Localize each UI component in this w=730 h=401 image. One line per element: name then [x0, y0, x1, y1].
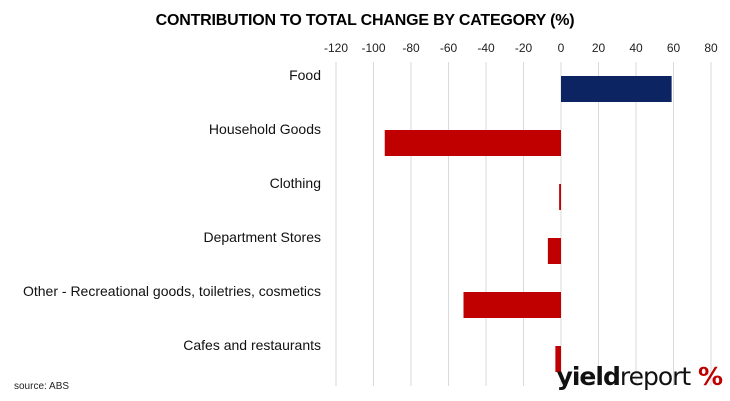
- yieldreport-logo: yieldreport %: [556, 362, 723, 391]
- bar: [384, 130, 561, 156]
- x-tick-label: -20: [515, 41, 533, 55]
- x-tick-label: 40: [629, 41, 643, 55]
- x-tick-label: 0: [558, 41, 565, 55]
- bar: [561, 76, 672, 102]
- category-label: Clothing: [270, 175, 321, 191]
- gridlines: [335, 62, 712, 386]
- x-tick-label: -80: [402, 41, 420, 55]
- logo-percent-symbol: %: [697, 362, 723, 391]
- bar: [559, 184, 561, 210]
- category-labels: Food Household Goods Clothing Department St…: [23, 67, 321, 353]
- source-label: source: ABS: [14, 381, 70, 392]
- category-label: Food: [289, 67, 321, 83]
- bar: [547, 238, 561, 264]
- x-axis-ticks: -120 -100 -80 -60 -40 -20 0 20 40 60 80: [324, 41, 718, 55]
- x-tick-label: 60: [667, 41, 681, 55]
- bar: [555, 346, 561, 372]
- logo-word-report: report: [619, 362, 691, 391]
- bars: [384, 76, 672, 372]
- category-label: Household Goods: [209, 121, 321, 137]
- x-tick-label: 20: [592, 41, 606, 55]
- category-label: Cafes and restaurants: [183, 337, 321, 353]
- logo-word-yield: yield: [556, 362, 621, 391]
- category-label: Department Stores: [204, 229, 322, 245]
- x-tick-label: 80: [704, 41, 718, 55]
- x-tick-label: -100: [361, 41, 385, 55]
- category-label: Other - Recreational goods, toiletries, …: [23, 283, 321, 299]
- x-tick-label: -60: [440, 41, 458, 55]
- bar: [463, 292, 561, 318]
- chart-title: CONTRIBUTION TO TOTAL CHANGE BY CATEGORY…: [155, 12, 575, 29]
- x-tick-label: -40: [477, 41, 495, 55]
- x-tick-label: -120: [324, 41, 348, 55]
